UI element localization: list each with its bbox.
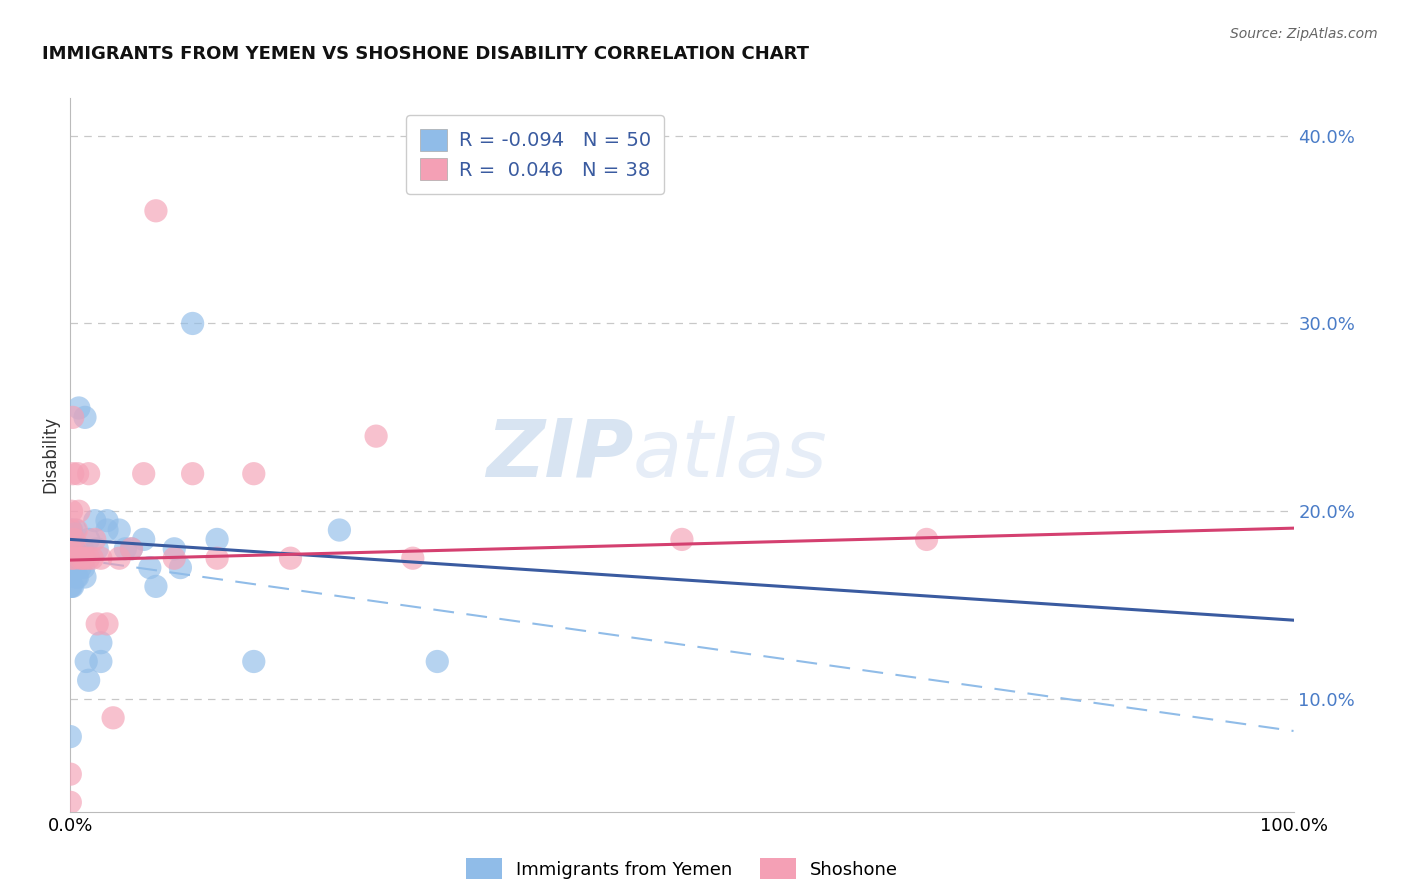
Point <box>205 551 228 566</box>
Point <box>163 551 186 566</box>
Point <box>72 541 94 556</box>
Point <box>59 579 82 593</box>
Point <box>96 616 118 631</box>
Point <box>65 551 87 566</box>
Point <box>366 429 388 443</box>
Point <box>59 523 82 537</box>
Point <box>66 570 89 584</box>
Point <box>77 467 100 481</box>
Point <box>77 533 100 547</box>
Point <box>67 401 90 415</box>
Point <box>121 541 143 556</box>
Point <box>82 551 104 566</box>
Point <box>62 579 84 593</box>
Point <box>63 560 86 574</box>
Point <box>69 560 91 574</box>
Point <box>63 523 86 537</box>
Point <box>59 523 82 537</box>
Text: IMMIGRANTS FROM YEMEN VS SHOSHONE DISABILITY CORRELATION CHART: IMMIGRANTS FROM YEMEN VS SHOSHONE DISABI… <box>42 45 810 62</box>
Point <box>139 560 162 574</box>
Point <box>96 523 118 537</box>
Point <box>77 673 100 688</box>
Y-axis label: Disability: Disability <box>41 417 59 493</box>
Legend: Immigrants from Yemen, Shoshone: Immigrants from Yemen, Shoshone <box>457 849 907 888</box>
Point <box>426 655 449 669</box>
Point <box>65 570 87 584</box>
Point <box>915 533 938 547</box>
Point <box>60 551 83 566</box>
Point <box>60 523 83 537</box>
Point <box>70 551 93 566</box>
Point <box>63 541 86 556</box>
Point <box>169 560 191 574</box>
Point <box>59 767 82 781</box>
Point <box>145 579 167 593</box>
Point <box>90 655 112 669</box>
Point <box>90 636 112 650</box>
Point <box>145 203 167 218</box>
Text: Source: ZipAtlas.com: Source: ZipAtlas.com <box>1230 27 1378 41</box>
Point <box>83 533 105 547</box>
Point <box>59 541 82 556</box>
Point <box>83 514 105 528</box>
Point <box>66 541 89 556</box>
Point <box>60 579 83 593</box>
Point <box>62 410 84 425</box>
Point <box>63 533 86 547</box>
Point <box>86 541 108 556</box>
Point <box>328 523 350 537</box>
Text: atlas: atlas <box>633 416 828 494</box>
Point <box>59 541 82 556</box>
Point <box>62 541 84 556</box>
Point <box>72 551 94 566</box>
Point <box>121 541 143 556</box>
Point <box>59 730 82 744</box>
Point <box>63 560 86 574</box>
Point <box>73 551 96 566</box>
Point <box>77 551 100 566</box>
Point <box>90 551 112 566</box>
Point <box>63 533 86 547</box>
Point <box>75 655 97 669</box>
Point <box>62 467 84 481</box>
Point <box>101 711 124 725</box>
Point <box>60 504 83 518</box>
Point <box>66 467 89 481</box>
Point <box>163 541 186 556</box>
Point <box>73 410 96 425</box>
Point <box>243 655 266 669</box>
Point <box>63 551 86 566</box>
Point <box>59 795 82 809</box>
Point <box>69 551 91 566</box>
Text: ZIP: ZIP <box>485 416 633 494</box>
Point <box>181 317 204 331</box>
Point <box>243 467 266 481</box>
Point <box>72 551 94 566</box>
Point <box>86 616 108 631</box>
Point <box>132 533 155 547</box>
Point <box>108 551 131 566</box>
Point <box>671 533 693 547</box>
Point <box>59 560 82 574</box>
Point <box>60 541 83 556</box>
Point <box>65 523 87 537</box>
Point <box>205 533 228 547</box>
Point <box>280 551 302 566</box>
Point <box>114 541 136 556</box>
Point <box>73 560 96 574</box>
Point <box>181 467 204 481</box>
Point <box>60 560 83 574</box>
Point <box>73 570 96 584</box>
Point <box>96 514 118 528</box>
Point <box>63 541 86 556</box>
Point <box>108 523 131 537</box>
Point <box>67 504 90 518</box>
Point <box>402 551 425 566</box>
Point <box>132 467 155 481</box>
